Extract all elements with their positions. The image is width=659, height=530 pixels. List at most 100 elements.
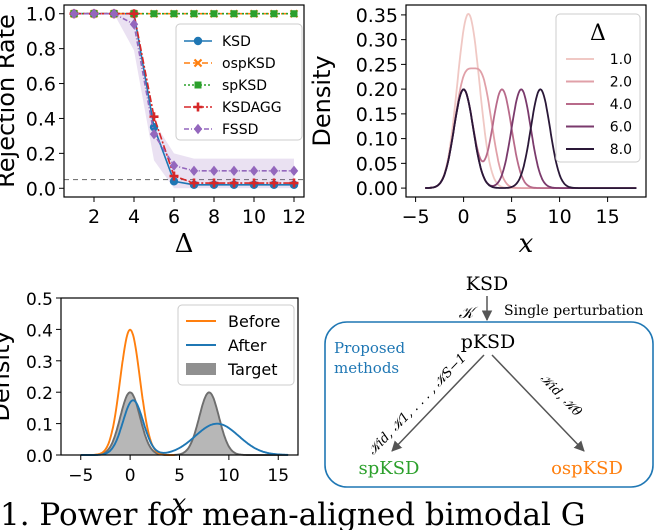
tl-point-ksdagg (269, 178, 279, 188)
bl-target-area (80, 392, 289, 455)
tr-ytick-label: 0.25 (356, 54, 398, 76)
bl-xtick-label: 15 (267, 466, 289, 486)
delta-density-chart: −5 0 5 10 15 0.00 0.050.10 0.15 0.20 0.250.30 0.3… (308, 4, 647, 259)
tl-point-spksd (150, 10, 158, 18)
tl-ytick-label: 0.2 (26, 143, 56, 165)
tl-point-fssd (69, 8, 79, 19)
bl-xtick-label: −5 (68, 466, 93, 486)
tl-point-fssd (149, 128, 159, 140)
tr-legend-label-1.0: 1.0 (610, 52, 632, 68)
tr-series-group (425, 12, 637, 189)
tl-point-fssd (189, 165, 199, 177)
pksd-node: pKSD (461, 331, 516, 353)
tl-point-fssd (249, 165, 259, 177)
bl-ytick-label: 0.0 (26, 447, 53, 467)
tl-point-fssd (89, 8, 99, 19)
tl-xtick-label: 10 (242, 206, 266, 228)
tl-point-ksdagg (189, 178, 199, 188)
tl-point-fssd (209, 165, 219, 177)
bl-legend: Before After Target (177, 304, 295, 386)
tl-legend-marker-ksd (193, 36, 203, 46)
tl-ytick-label: 0.4 (26, 108, 56, 130)
proposed-label-line2: methods (334, 359, 399, 377)
tl-line-fssd (74, 12, 294, 172)
tl-point-fssd (289, 165, 299, 177)
tl-xtick-label: 4 (128, 206, 140, 228)
pksd-to-spksd-arrow (391, 354, 485, 452)
kernel-symbol: 𝒦 (459, 303, 479, 322)
bl-y-ticks: 0.0 0.1 0.2 0.3 0.4 0.5 (26, 290, 61, 467)
tr-legend-label-4.0: 4.0 (610, 97, 632, 113)
tr-xtick-label: 0 (458, 206, 470, 228)
tl-y-ticks: 0.0 0.2 0.4 0.6 0.8 1.0 (26, 4, 64, 200)
tl-legend-label-ksdagg: KSDAGG (222, 100, 282, 116)
tr-ytick-label: 0.30 (356, 30, 398, 52)
pksd-to-ospksd-arrow (491, 354, 585, 452)
before-after-density-chart: −5 0 5 10 15 0.0 0.1 0.2 0.3 0.4 0.5 x Density Be… (0, 290, 299, 519)
bl-ytick-label: 0.1 (26, 416, 53, 436)
tl-legend-label-fssd: FSSD (222, 122, 258, 138)
tr-ytick-label: 0.15 (356, 104, 398, 126)
tl-point-ksdagg (209, 178, 219, 188)
tl-point-spksd (190, 10, 198, 18)
tr-xtick-label: 5 (506, 206, 518, 228)
tl-legend-label-spksd: spKSD (222, 78, 267, 94)
proposed-methods-box (324, 321, 654, 488)
tr-legend-label-8.0: 8.0 (610, 142, 632, 158)
bl-x-ticks: −5 0 5 10 15 (68, 455, 289, 486)
tl-y-axis-label: Rejection Rate (0, 14, 20, 188)
tr-legend-label-2.0: 2.0 (610, 75, 632, 91)
tr-legend-title: Δ (590, 21, 606, 46)
tl-legend-marker-spksd (194, 81, 202, 89)
tl-point-spksd (290, 10, 298, 18)
bl-before-curve (85, 328, 175, 456)
tl-point-spksd (230, 10, 238, 18)
tr-xtick-label: 15 (596, 206, 620, 228)
tl-point-ksdagg (149, 112, 159, 122)
bl-ytick-label: 0.2 (26, 384, 53, 404)
bl-xtick-label: 10 (218, 466, 240, 486)
tr-x-axis-label: x (519, 229, 534, 259)
rejection-rate-chart: 2 4 6 8 10 12 0.0 0.2 0.4 0.6 0.8 1.0 Δ Rejection … (0, 4, 306, 259)
bl-legend-label-target: Target (227, 360, 278, 379)
tl-series-group (69, 8, 299, 189)
tr-axes-frame (405, 4, 647, 198)
tl-point-spksd (210, 10, 218, 18)
bl-xtick-label: 5 (174, 466, 185, 486)
tl-point-fssd (109, 8, 119, 19)
tr-y-ticks: 0.00 0.050.10 0.15 0.20 0.250.30 0.35 (356, 5, 406, 200)
bl-ytick-label: 0.5 (26, 290, 53, 310)
tl-point-ksdagg (249, 178, 259, 188)
tl-point-ksd (169, 177, 179, 186)
tr-xtick-label: 10 (548, 206, 572, 228)
tl-point-ksdagg (169, 171, 179, 181)
tl-ytick-label: 0.8 (26, 39, 56, 61)
single-perturbation-label: Single perturbation (504, 303, 643, 319)
tl-point-ksdagg (229, 178, 239, 188)
tl-point-fssd (269, 165, 279, 177)
tl-point-spksd (250, 10, 258, 18)
tr-legend-box (555, 13, 641, 163)
tl-point-ksdagg (129, 9, 139, 19)
bl-y-axis-label: Density (0, 330, 15, 421)
tr-ytick-label: 0.05 (356, 153, 398, 175)
method-diagram: KSD 𝒦 Single perturbation Proposed metho… (324, 273, 654, 488)
tl-x-axis-label: Δ (175, 229, 194, 259)
ksd-node: KSD (466, 273, 508, 295)
tl-point-spksd (270, 10, 278, 18)
tl-axes-frame (63, 4, 305, 198)
bl-ytick-label: 0.4 (26, 321, 53, 341)
bl-xtick-label: 0 (125, 466, 136, 486)
right-arrow-label: 𝒦id, 𝒦θ (537, 371, 585, 419)
tl-point-fssd (229, 165, 239, 177)
bl-ytick-label: 0.3 (26, 353, 53, 373)
tl-legend-marker-ksdagg (193, 102, 203, 112)
tl-ytick-label: 0.6 (26, 74, 56, 96)
tr-curve-delta-8.0 (425, 88, 637, 189)
tl-legend-marker-ospksd (193, 58, 203, 68)
tl-legend-marker-fssd (193, 123, 203, 135)
tl-legend-label-ksd: KSD (222, 34, 251, 50)
bl-legend-label-before: Before (228, 312, 280, 331)
tr-legend-label-6.0: 6.0 (610, 120, 632, 136)
